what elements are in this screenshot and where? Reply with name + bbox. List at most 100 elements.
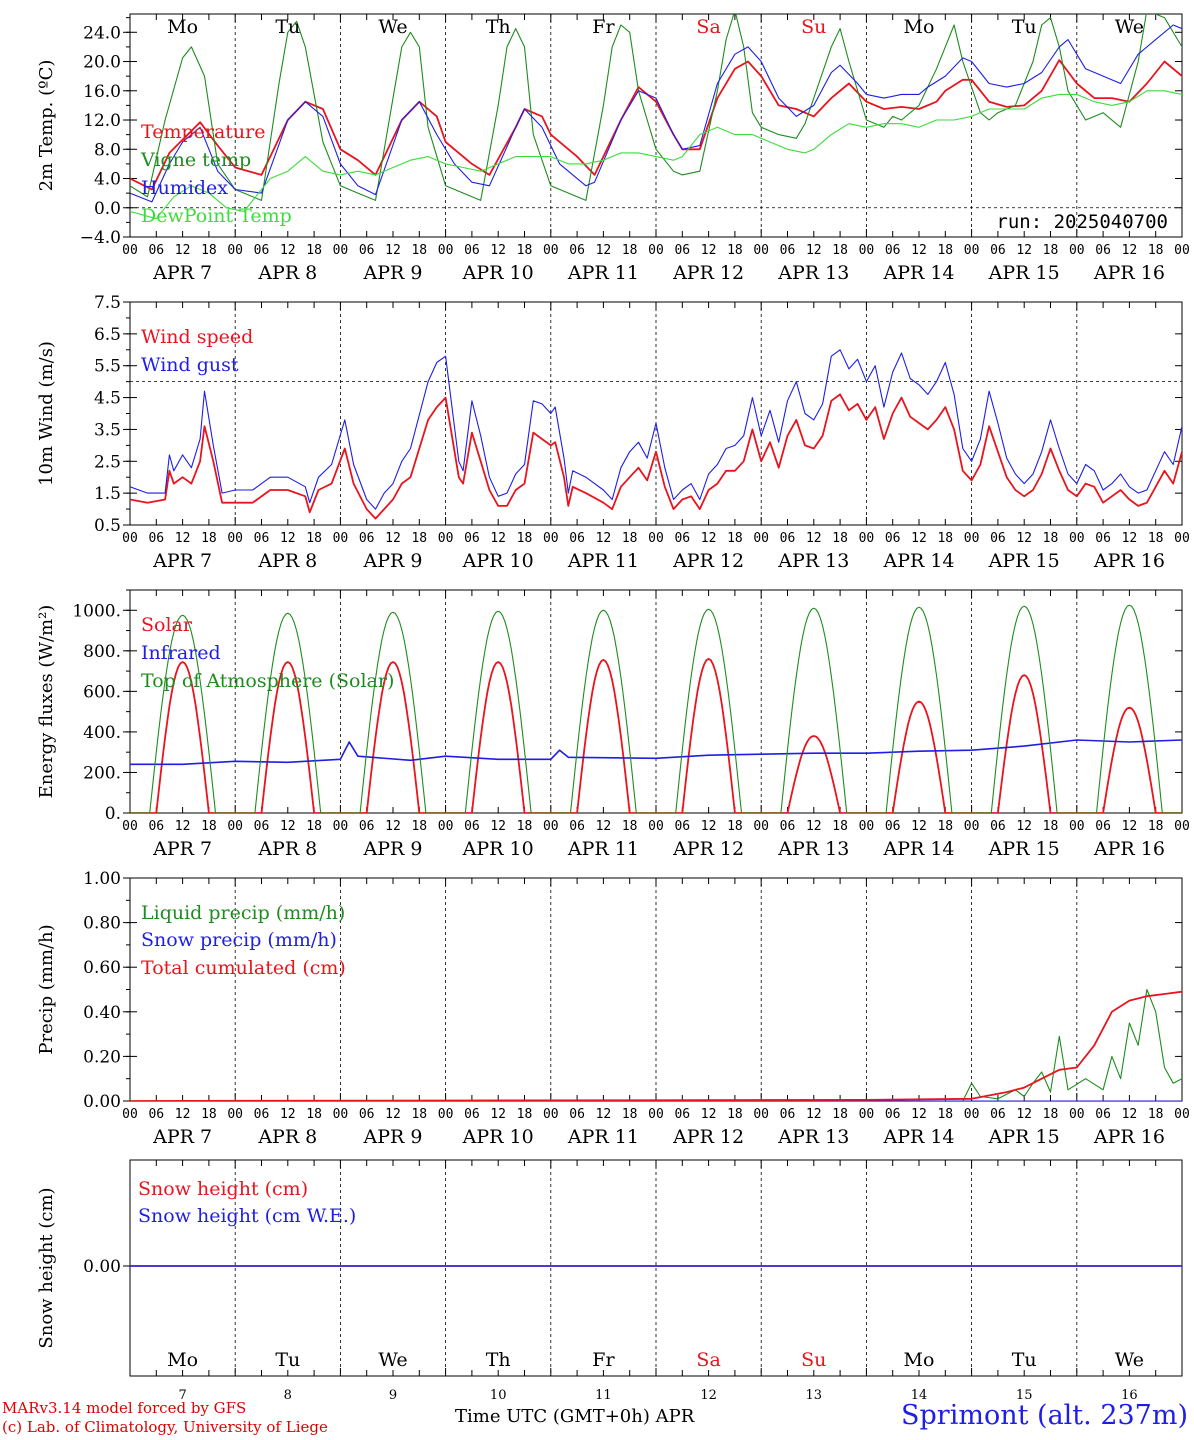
hour-tick-label: 00 [1174,819,1190,834]
y-tick-label: 600. [83,682,121,702]
date-label: APR 15 [988,1126,1060,1148]
y-axis-title: 10m Wind (m/s) [36,341,57,486]
hour-tick-label: 00 [648,819,664,834]
run-label: run: 2025040700 [996,211,1168,233]
hour-tick-label: 12 [911,1107,927,1122]
y-axis-title: Energy fluxes (W/m²) [36,605,57,799]
hour-tick-label: 18 [517,243,533,258]
y-tick-label: 1000. [72,601,121,621]
series-line [130,90,1182,220]
y-tick-label: 5.5 [94,357,121,377]
y-tick-label: 16.0 [83,82,121,102]
hour-tick-label: 18 [306,1107,322,1122]
date-label: APR 12 [672,550,744,572]
hour-tick-label: 18 [622,243,638,258]
day-number-label: 13 [806,1388,823,1403]
hour-tick-label: 12 [1122,1107,1138,1122]
y-tick-label: 4.5 [94,389,121,409]
hour-tick-label: 12 [1016,819,1032,834]
date-label: APR 9 [363,838,423,860]
hour-tick-label: 12 [1122,819,1138,834]
legend-entry: Snow height (cm) [138,1178,308,1200]
day-number-label: 11 [595,1388,612,1403]
series-line [130,349,1182,510]
x-axis-title: Time UTC (GMT+0h) APR [455,1406,695,1427]
date-label: APR 10 [462,838,534,860]
date-label: APR 11 [567,838,639,860]
weekday-label: We [378,1349,407,1371]
legend-entry: Total cumulated (cm) [141,957,346,979]
y-tick-label: 1.5 [94,484,121,504]
hour-tick-label: 18 [832,1107,848,1122]
y-tick-label: 0.0 [94,199,121,219]
hour-tick-label: 00 [227,243,243,258]
date-label: APR 13 [777,550,849,572]
hour-tick-label: 06 [1095,243,1111,258]
hour-tick-label: 12 [490,531,506,546]
y-tick-label: −4.0 [80,228,121,248]
hour-tick-label: 06 [885,531,901,546]
hour-tick-label: 18 [201,819,217,834]
series-group [130,14,1182,220]
legend-entry: Wind speed [141,326,253,348]
date-label: APR 11 [567,1126,639,1148]
site-label: Sprimont (alt. 237m) [901,1400,1188,1431]
hour-tick-label: 06 [569,243,585,258]
date-label: APR 13 [777,262,849,284]
weekday-label: Mo [904,1349,935,1371]
date-label: APR 13 [777,1126,849,1148]
date-label: APR 15 [988,262,1060,284]
hour-tick-label: 18 [306,531,322,546]
panel-5: 0.00 Snow height (cm) Snow height (cm) Snow… [36,1159,1183,1403]
date-label: APR 13 [777,838,849,860]
date-label: APR 14 [882,550,954,572]
hour-tick-label: 06 [359,819,375,834]
hour-tick-label: 00 [1069,1107,1085,1122]
date-label: APR 16 [1093,550,1165,572]
hour-tick-label: 12 [280,819,296,834]
series-line [130,393,1182,520]
hour-tick-label: 12 [806,819,822,834]
date-label: APR 10 [462,1126,534,1148]
y-tick-label: 0.5 [94,516,121,536]
hour-tick-label: 12 [490,243,506,258]
date-label: APR 9 [363,550,423,572]
hour-tick-label: 06 [885,1107,901,1122]
date-label: APR 15 [988,838,1060,860]
hour-tick-label: 00 [648,1107,664,1122]
y-tick-label: 2.5 [94,452,121,472]
legend-entry: Infrared [141,642,221,664]
hour-tick-label: 00 [333,243,349,258]
legend-entry: Liquid precip (mm/h) [141,902,345,924]
hour-tick-label: 12 [701,1107,717,1122]
hour-tick-label: 12 [596,819,612,834]
hour-tick-label: 18 [517,1107,533,1122]
date-label: APR 8 [257,262,317,284]
hour-tick-label: 18 [832,243,848,258]
day-number-label: 8 [284,1388,292,1403]
hour-tick-label: 06 [885,819,901,834]
hour-tick-label: 00 [438,1107,454,1122]
hour-tick-label: 18 [1148,243,1164,258]
hour-tick-label: 12 [175,243,191,258]
day-number-label: 16 [1121,1388,1138,1403]
legend-entry: Solar [141,614,193,636]
day-number-label: 9 [389,1388,397,1403]
hour-tick-label: 18 [1043,243,1059,258]
y-tick-label: 0.40 [83,1003,121,1023]
y-tick-label: 7.5 [94,293,121,313]
hour-tick-label: 06 [674,1107,690,1122]
hour-tick-label: 00 [859,243,875,258]
y-tick-label: 3.5 [94,420,121,440]
date-label: APR 10 [462,262,534,284]
weekday-label: Fr [592,1349,615,1371]
hour-tick-label: 18 [1148,819,1164,834]
y-tick-label: 400. [83,723,121,743]
legend-entry: Top of Atmosphere (Solar) [141,670,394,692]
weekday-label: Tu [275,16,300,38]
weekday-label: Fr [592,16,615,38]
hour-tick-label: 12 [1122,243,1138,258]
date-label: APR 12 [672,1126,744,1148]
date-label: APR 9 [363,1126,423,1148]
